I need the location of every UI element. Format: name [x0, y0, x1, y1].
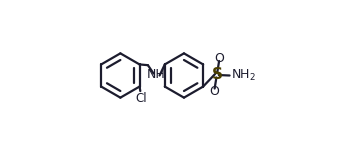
Text: S: S — [211, 67, 222, 82]
Text: O: O — [214, 52, 224, 65]
Text: NH: NH — [147, 68, 166, 81]
Text: NH$_2$: NH$_2$ — [231, 68, 256, 83]
Text: Cl: Cl — [135, 92, 147, 105]
Text: O: O — [210, 85, 220, 98]
